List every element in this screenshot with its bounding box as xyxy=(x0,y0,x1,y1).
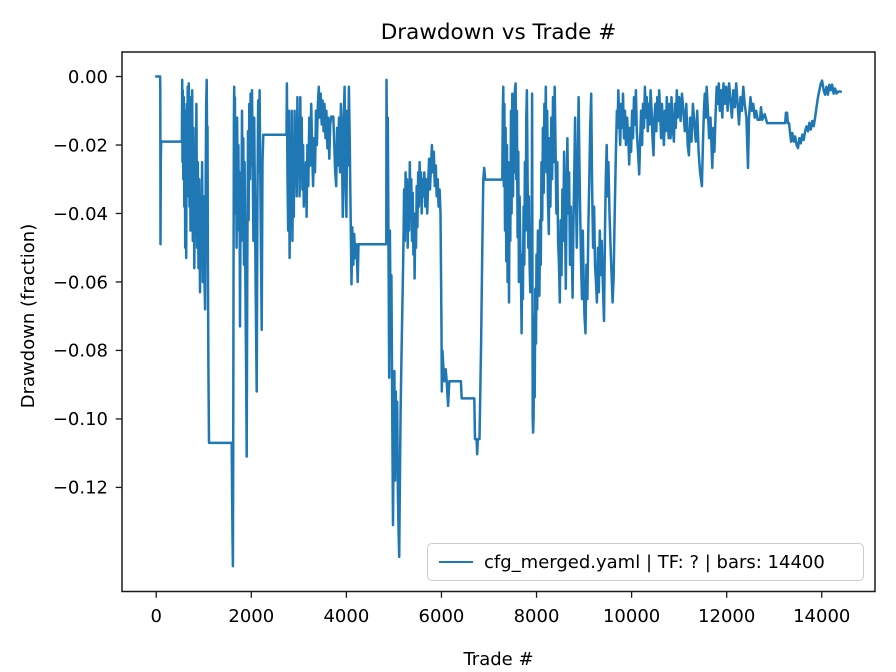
x-tick-label: 14000 xyxy=(793,606,850,627)
legend: cfg_merged.yaml | TF: ? | bars: 14400 xyxy=(427,543,864,581)
legend-label: cfg_merged.yaml | TF: ? | bars: 14400 xyxy=(484,551,825,573)
y-tick-label: −0.10 xyxy=(53,409,108,430)
x-tick-label: 0 xyxy=(151,606,162,627)
x-tick-label: 4000 xyxy=(323,606,369,627)
x-tick-label: 12000 xyxy=(698,606,755,627)
y-tick-label: −0.08 xyxy=(53,341,108,362)
chart-title: Drawdown vs Trade # xyxy=(380,20,617,45)
x-tick-label: 2000 xyxy=(228,606,274,627)
axis-ticks: 0 2000 4000 6000 8000 10000 12000 14000 0.00 −0.0… xyxy=(53,67,851,627)
x-tick-label: 6000 xyxy=(419,606,465,627)
y-tick-label: 0.00 xyxy=(68,67,108,88)
y-axis-label: Drawdown (fraction) xyxy=(18,223,39,409)
drawdown-line xyxy=(154,75,843,568)
y-tick-label: −0.04 xyxy=(53,204,108,225)
x-tick-label: 8000 xyxy=(514,606,560,627)
y-tick-label: −0.12 xyxy=(53,478,108,499)
x-tick-label: 10000 xyxy=(603,606,660,627)
x-axis-label: Trade # xyxy=(463,649,534,670)
plot-border xyxy=(121,51,876,593)
legend-line-sample-icon xyxy=(439,561,473,563)
y-tick-label: −0.06 xyxy=(53,272,108,293)
y-tick-label: −0.02 xyxy=(53,135,108,156)
